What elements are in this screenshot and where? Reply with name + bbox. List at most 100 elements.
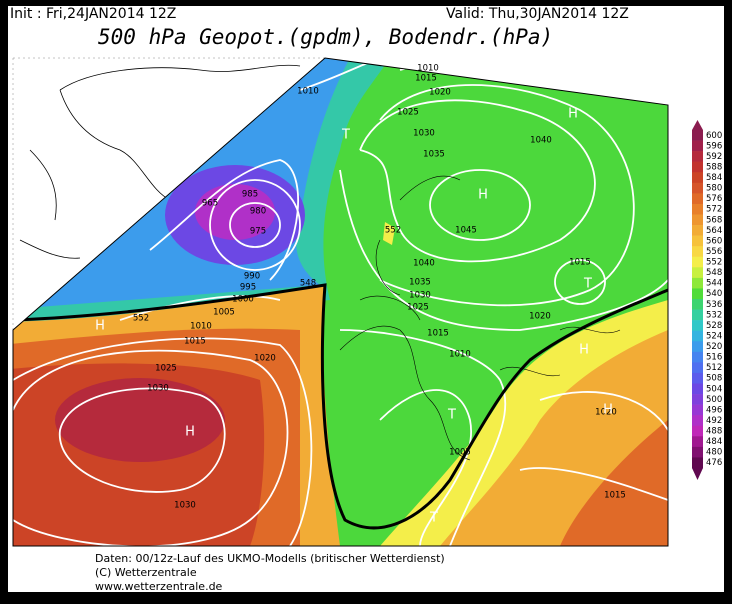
colorbar-swatch [692,404,703,416]
colorbar-swatch [692,288,703,300]
colorbar-label: 560 [706,236,722,246]
colorbar-label: 540 [706,289,722,299]
isobar-label: 975 [250,227,266,237]
colorbar-swatch [692,277,703,289]
colorbar-label: 584 [706,173,722,183]
isobar-label: 1040 [530,136,552,146]
colorbar-swatch [692,320,703,331]
colorbar-swatch [692,130,703,141]
footer-line: www.wetterzentrale.de [95,580,223,593]
pressure-center: H [568,107,578,122]
colorbar-label: 480 [706,448,722,458]
footer-line: (C) Wetterzentrale [95,566,197,579]
colorbar-swatch [692,161,703,173]
colorbar-swatch [692,309,703,321]
colorbar-swatch [692,193,703,205]
isobar-label: 1025 [407,303,429,313]
isobar-label: 1030 [174,501,196,511]
map-border [12,57,669,547]
colorbar-swatch [692,182,703,194]
isobar-label: 1035 [423,150,445,160]
colorbar-swatch [692,457,703,469]
isobar-label: 1005 [449,448,471,458]
colorbar-swatch [692,256,703,268]
colorbar-swatch [692,415,703,427]
isobar-label: 1000 [232,295,254,305]
isobar-label: 1025 [397,108,419,118]
colorbar-swatch [692,140,703,152]
colorbar-label: 488 [706,427,722,437]
isobar-label: 1025 [155,364,177,374]
isobar-label: 1015 [569,258,591,268]
isobar-label: 980 [250,207,266,217]
map [13,58,668,546]
isobar-label: 1045 [455,226,477,236]
isobar-label: 1015 [604,491,626,501]
colorbar-label: 512 [706,363,722,373]
isobar-label: 1015 [415,74,437,84]
colorbar-swatch [692,203,703,215]
pressure-center: H [95,319,105,334]
pressure-center: H [603,403,613,418]
colorbar-swatch [692,436,703,448]
colorbar-label: 536 [706,300,722,310]
isobar-label: 1010 [449,350,471,360]
pressure-center: T [341,128,350,143]
colorbar-label: 516 [706,353,722,363]
colorbar-label: 600 [706,131,722,141]
colorbar-label: 588 [706,162,722,172]
footer-line: Daten: 00/12z-Lauf des UKMO-Modells (bri… [95,552,445,565]
colorbar-label: 556 [706,247,722,257]
isobar-label: 1020 [529,312,551,322]
isobar-label: 990 [244,272,260,282]
colorbar-cap [692,468,703,480]
isobar-label: 1030 [147,384,169,394]
isobar-label: 552 [133,314,149,324]
pressure-center: T [447,408,456,423]
colorbar-swatch [692,383,703,395]
colorbar-swatch [692,299,703,310]
colorbar-swatch [692,372,703,384]
isobar-label: 1020 [254,354,276,364]
isobar-label: 1020 [595,408,617,418]
colorbar-swatch [692,330,703,342]
colorbar-swatch [692,172,703,184]
colorbar-label: 564 [706,226,722,236]
colorbar-swatch [692,151,703,162]
colorbar-swatch [692,394,703,405]
isobar-label: 1015 [184,337,206,347]
colorbar-label: 504 [706,384,722,394]
colorbar-label: 496 [706,405,722,415]
colorbar-label: 568 [706,215,722,225]
colorbar-swatch [692,225,703,236]
isobar-label: 548 [300,279,316,289]
colorbar-swatch [692,341,703,353]
pressure-center: T [583,277,592,292]
colorbar-label: 552 [706,258,722,268]
colorbar-label: 592 [706,152,722,162]
colorbar-swatch [692,267,703,279]
colorbar-swatch [692,446,703,458]
isobar-label: 1010 [417,64,439,74]
isobar-label: 985 [242,190,258,200]
isobar-label: 1030 [409,291,431,301]
pressure-center: H [478,188,488,203]
map-title: 500 hPa Geopot.(gpdm), Bodendr.(hPa) [98,25,553,49]
isobar-label: 995 [240,283,256,293]
colorbar-label: 528 [706,321,722,331]
isobar-label: 1040 [413,259,435,269]
isobar-label: 1010 [297,87,319,97]
isobar-label: 552 [385,226,401,236]
colorbar-swatch [692,235,703,247]
pressure-center: H [185,425,195,440]
colorbar-label: 524 [706,331,722,341]
isobar-label: 1005 [213,308,235,318]
isobar-label: 965 [202,199,218,209]
colorbar-label: 476 [706,458,722,468]
colorbar-label: 532 [706,310,722,320]
colorbar-swatch [692,351,703,363]
isobar-label: 1020 [429,88,451,98]
colorbar-label: 520 [706,342,722,352]
isobar-label: 1030 [413,129,435,139]
